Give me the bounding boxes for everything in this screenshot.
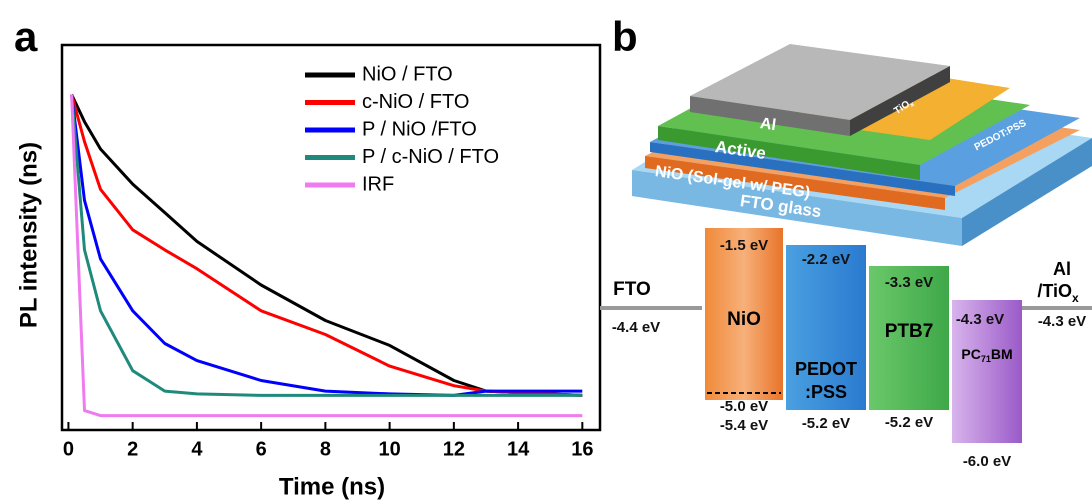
x-tick-label: 14: [507, 438, 530, 460]
pcbm-box: [952, 300, 1022, 443]
layer-active-front: [658, 126, 920, 180]
text-part: PC: [961, 346, 980, 362]
series-line: [70, 93, 583, 397]
panel-label: a: [14, 13, 38, 60]
nio-bottom: -5.4 eV: [720, 417, 768, 434]
legend-label: c-NiO / FTO: [362, 91, 469, 113]
legend-label: P / c-NiO / FTO: [362, 146, 499, 168]
text-part: Al: [759, 115, 777, 134]
panel-b: b FTO glass NiO (Sol-gel w/ PEG) PEDOT:P…: [600, 13, 1092, 470]
layer-al-front: [690, 96, 850, 136]
pedot-name: PEDOT: [795, 359, 857, 379]
nio-mid: -5.0 eV: [720, 398, 768, 415]
al-level-label: -4.3 eV: [1038, 313, 1086, 330]
series-line: [70, 94, 583, 418]
pedot-top: -2.2 eV: [802, 251, 850, 268]
x-tick-label: 10: [378, 438, 400, 460]
legend-label: IRF: [362, 173, 394, 195]
nio-box: [705, 228, 783, 400]
text-part: x: [1072, 291, 1079, 305]
nio-top: -1.5 eV: [720, 237, 768, 254]
y-axis-label: PL intensity (ns): [15, 142, 42, 328]
ptb7-bottom: -5.2 eV: [885, 414, 933, 431]
pedot-bottom: -5.2 eV: [802, 415, 850, 432]
pcbm-top: -4.3 eV: [956, 311, 1004, 328]
layer-al-top: [690, 44, 950, 120]
ptb7-name: PTB7: [885, 321, 934, 342]
ptb7-top: -3.3 eV: [885, 274, 933, 291]
legend-label: NiO / FTO: [362, 63, 453, 85]
text-part: /TiO: [1037, 281, 1072, 301]
layer-nio-front: [645, 156, 945, 210]
series-line: [70, 94, 583, 397]
al-level: [1022, 306, 1092, 310]
fto-level: [600, 306, 702, 310]
x-tick-label: 12: [443, 438, 465, 460]
series-line: [70, 94, 583, 397]
energy-diagram: FTO -4.4 eV -1.5 eV NiO -5.0 eV -5.4 eV …: [600, 228, 1092, 470]
legend-label: P / NiO /FTO: [362, 118, 477, 140]
text-part: 71: [981, 354, 991, 364]
text-part: x: [909, 101, 916, 109]
layer-pedot-front: [650, 142, 955, 196]
pedot-name: :PSS: [805, 382, 847, 402]
plot: 0 2 4 6 8 10 12 14 16 NiO / FTO c-NiO / FTO P / NiO…: [60, 43, 602, 460]
x-tick-label: 8: [320, 438, 331, 460]
series-line: [70, 94, 583, 397]
al-name: /TiOx: [1037, 281, 1079, 305]
al-name: Al: [1053, 259, 1071, 279]
layer-fto-side: [962, 138, 1092, 246]
pcbm-name: PC71BM: [961, 346, 1012, 365]
x-tick-label: 2: [127, 438, 138, 460]
x-tick-label: 16: [571, 438, 593, 460]
panel-label: b: [612, 13, 638, 60]
pcbm-bottom: -6.0 eV: [963, 453, 1011, 470]
layer-fto-front: [632, 170, 962, 246]
nio-name: NiO: [727, 309, 761, 330]
x-tick-label: 4: [191, 438, 203, 460]
plot-frame: [60, 43, 602, 432]
text-part: BM: [991, 346, 1013, 362]
layer-stack: FTO glass NiO (Sol-gel w/ PEG) PEDOT:PSS…: [632, 44, 1092, 246]
layer-al-side: [850, 66, 950, 136]
pedot-box: [786, 245, 866, 410]
layer-label: Al: [759, 115, 777, 134]
ptb7-box: [869, 266, 949, 410]
x-axis-label: Time (ns): [279, 473, 385, 500]
fto-name: FTO: [613, 279, 651, 300]
x-tick-label: 0: [63, 438, 74, 460]
fto-level-label: -4.4 eV: [612, 319, 660, 336]
x-tick-label: 6: [256, 438, 267, 460]
